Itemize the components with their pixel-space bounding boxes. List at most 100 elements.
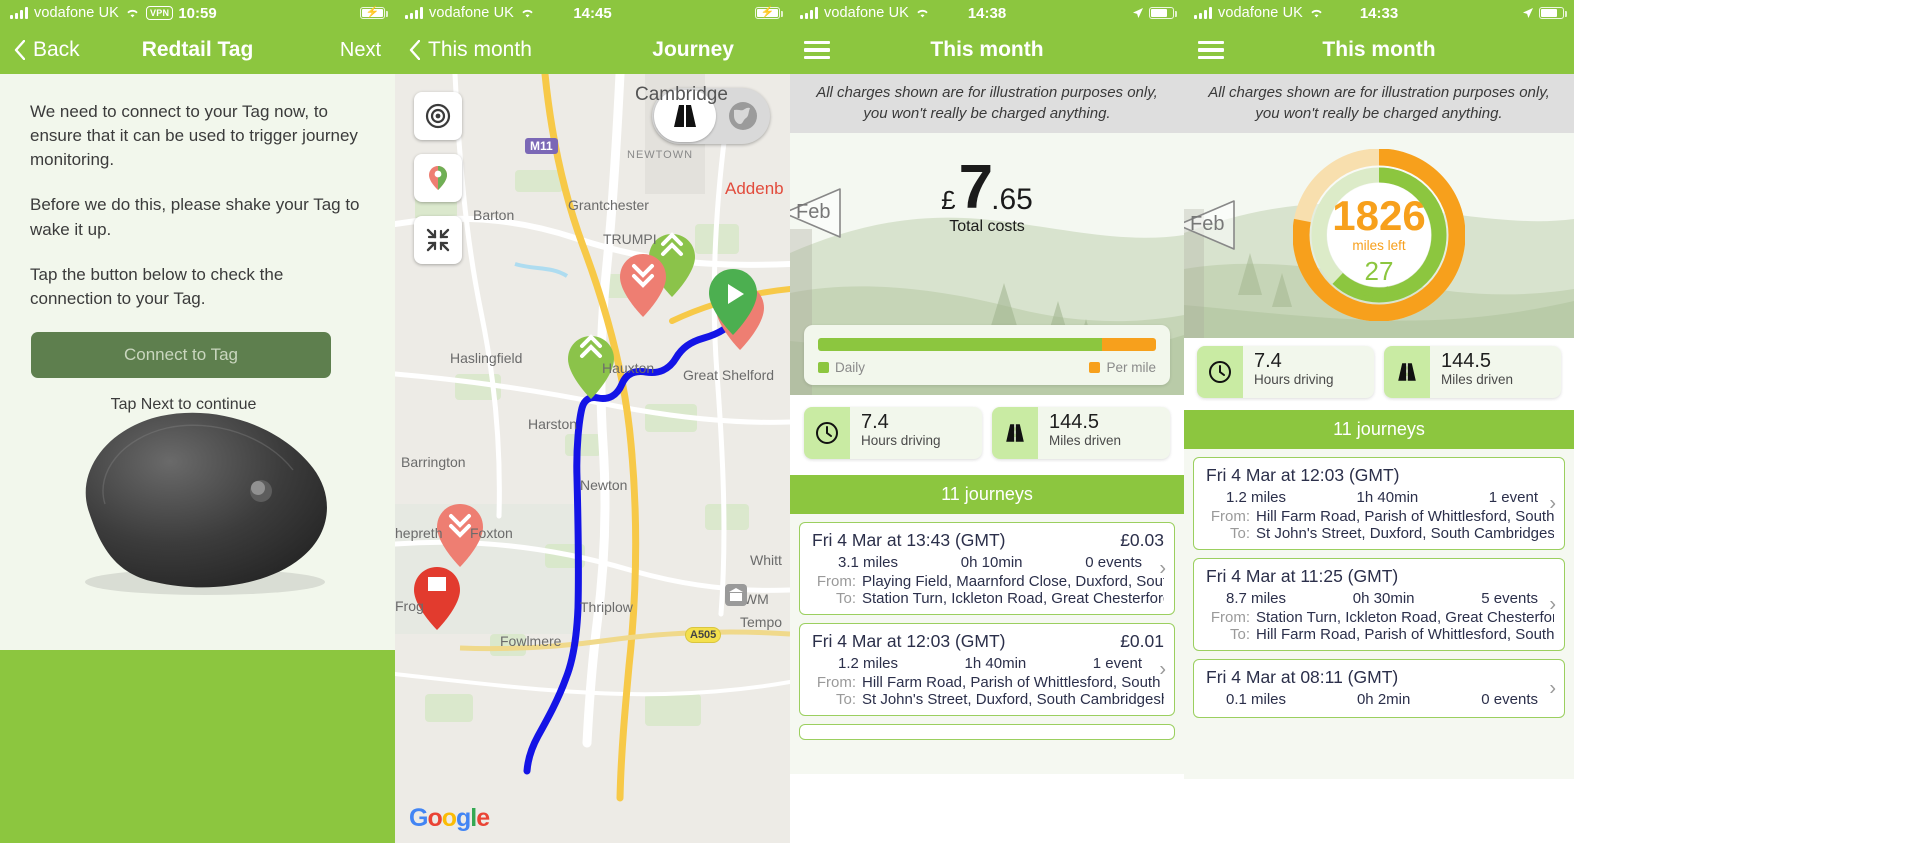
map-canvas[interactable]: Cambridge NEWTOWN Addenb Barton Grantche… <box>395 74 790 843</box>
journey-list-item-partial[interactable] <box>799 724 1175 741</box>
stat-miles-driven[interactable]: 144.5 Miles driven <box>1384 346 1561 399</box>
status-bar: vodafone UK 14:45 ⚡ <box>395 0 790 26</box>
cost-legend: Daily Per mile <box>818 360 1156 375</box>
vpn-badge: VPN <box>145 6 174 20</box>
prev-month-label[interactable]: Feb <box>1190 213 1225 236</box>
next-button[interactable]: Next <box>339 38 381 61</box>
instruction-paragraph-1: We need to connect to your Tag now, to e… <box>30 102 358 170</box>
wifi-icon <box>1311 9 1322 18</box>
instruction-paragraph-2: Before we do this, please shake your Tag… <box>30 195 360 239</box>
back-button[interactable]: This month <box>409 38 532 62</box>
carrier-label: vodafone UK <box>1218 5 1303 21</box>
recenter-button[interactable] <box>414 92 462 140</box>
journey-to: St John's Street, Duxford, South Cambrid… <box>1256 525 1554 543</box>
wifi-icon <box>522 9 533 18</box>
location-arrow-icon <box>1523 8 1533 18</box>
legend-daily: Daily <box>818 360 865 375</box>
journey-to: St John's Street, Duxford, South Cambrid… <box>862 691 1164 709</box>
panel-this-month-costs: vodafone UK 14:38 This month All charges… <box>790 0 1184 843</box>
back-button[interactable]: Back <box>14 38 80 62</box>
journeys-list[interactable]: Fri 4 Mar at 13:43 (GMT) £0.03 3.1 miles… <box>790 514 1184 775</box>
stat-value: 144.5 <box>1049 411 1100 434</box>
journey-miles: 1.2 miles <box>1226 489 1287 507</box>
chevron-left-icon <box>14 40 25 60</box>
prev-month-arrow[interactable] <box>790 185 842 241</box>
battery-icon <box>1539 7 1567 19</box>
ring-values: 1826 miles left 27 days left <box>1184 192 1574 300</box>
wifi-icon <box>917 9 928 18</box>
stat-value: 7.4 <box>861 411 889 434</box>
journey-list-item[interactable]: Fri 4 Mar at 11:25 (GMT) 8.7 miles 0h 30… <box>1193 558 1565 652</box>
progress-segment-daily <box>818 338 1102 352</box>
map-graphics <box>395 74 790 843</box>
panel1-footer <box>0 650 395 843</box>
nav-bar: This month <box>790 26 1184 74</box>
road-icon <box>674 105 696 127</box>
panel-journey-map: vodafone UK 14:45 ⚡ This month Journey <box>395 0 790 843</box>
google-logo: Google <box>409 804 490 832</box>
legend-per-mile: Per mile <box>1089 360 1156 375</box>
hero-landscape-image <box>1184 133 1574 339</box>
journey-list-item[interactable]: Fri 4 Mar at 12:03 (GMT) £0.01 1.2 miles… <box>799 623 1175 717</box>
stat-hours-driving[interactable]: 7.4 Hours driving <box>804 407 982 460</box>
collapse-button[interactable] <box>414 216 462 264</box>
journey-list-item[interactable]: Fri 4 Mar at 12:03 (GMT) 1.2 miles 1h 40… <box>1193 457 1565 551</box>
prev-month-arrow[interactable] <box>1184 197 1236 253</box>
battery-icon: ⚡ <box>755 7 783 19</box>
journey-duration: 0h 30min <box>1352 590 1415 608</box>
journey-to: Hill Farm Road, Parish of Whittlesford, … <box>1256 626 1554 644</box>
instruction-paragraph-3: Tap the button below to check the connec… <box>30 264 284 308</box>
prev-month-label[interactable]: Feb <box>796 201 831 224</box>
carrier-label: vodafone UK <box>429 5 514 21</box>
road-icon <box>992 407 1038 460</box>
journey-to-label: To: <box>1229 525 1250 543</box>
journeys-list[interactable]: Fri 4 Mar at 12:03 (GMT) 1.2 miles 1h 40… <box>1184 449 1574 780</box>
progress-segment-permile <box>1101 338 1156 352</box>
days-left-label: days left <box>1354 284 1404 300</box>
chevron-right-icon: › <box>1549 677 1556 700</box>
chevron-right-icon: › <box>1159 557 1166 580</box>
museum-icon <box>725 584 747 606</box>
journey-list-item[interactable]: Fri 4 Mar at 08:11 (GMT) 0.1 miles 0h 2m… <box>1193 659 1565 719</box>
menu-icon[interactable] <box>1198 40 1224 60</box>
journey-events: 5 events <box>1481 590 1538 608</box>
stat-label: Miles driven <box>1441 372 1514 388</box>
battery-icon: ⚡ <box>360 7 388 19</box>
map-type-satellite[interactable] <box>716 100 770 132</box>
journey-events: 1 event <box>1488 489 1538 507</box>
journey-miles: 3.1 miles <box>838 554 899 572</box>
cost-progress-bar <box>818 338 1156 352</box>
journey-from-label: From: <box>816 674 856 692</box>
stat-label: Hours driving <box>861 433 941 449</box>
menu-icon[interactable] <box>804 40 830 60</box>
status-bar: vodafone UK VPN 10:59 ⚡ <box>0 0 395 26</box>
pin-filter-button[interactable] <box>414 154 462 202</box>
nav-bar: Back Redtail Tag Next <box>0 26 395 74</box>
chevron-left-icon <box>409 40 420 60</box>
journey-events: 1 event <box>1092 655 1142 673</box>
map-type-road[interactable] <box>654 90 716 142</box>
map-type-toggle[interactable] <box>652 88 770 144</box>
journey-to-label: To: <box>1229 626 1250 644</box>
journey-cost: £0.01 <box>1120 631 1164 652</box>
journey-to-label: To: <box>835 691 856 709</box>
journey-list-item[interactable]: Fri 4 Mar at 13:43 (GMT) £0.03 3.1 miles… <box>799 522 1175 616</box>
illustration-notice: All charges shown are for illustration p… <box>790 74 1184 134</box>
wifi-icon <box>127 9 138 18</box>
connect-to-tag-button[interactable]: Connect to Tag <box>31 331 331 378</box>
nav-bar: This month <box>1184 26 1574 74</box>
pin-icon <box>429 166 447 190</box>
clock-icon <box>804 407 850 460</box>
stats-row: 7.4 Hours driving 144.5 Miles driven <box>790 407 1184 460</box>
journeys-count-bar: 11 journeys <box>790 475 1184 515</box>
legend-swatch <box>1089 362 1101 374</box>
carrier-label: vodafone UK <box>824 5 909 21</box>
globe-icon <box>729 102 757 130</box>
stat-hours-driving[interactable]: 7.4 Hours driving <box>1197 346 1374 399</box>
miles-left-value: 1826 <box>1332 192 1426 240</box>
stat-label: Miles driven <box>1049 433 1122 449</box>
stat-miles-driven[interactable]: 144.5 Miles driven <box>992 407 1170 460</box>
journey-date: Fri 4 Mar at 12:03 (GMT) <box>812 631 1006 652</box>
miles-left-label: miles left <box>1352 238 1406 254</box>
